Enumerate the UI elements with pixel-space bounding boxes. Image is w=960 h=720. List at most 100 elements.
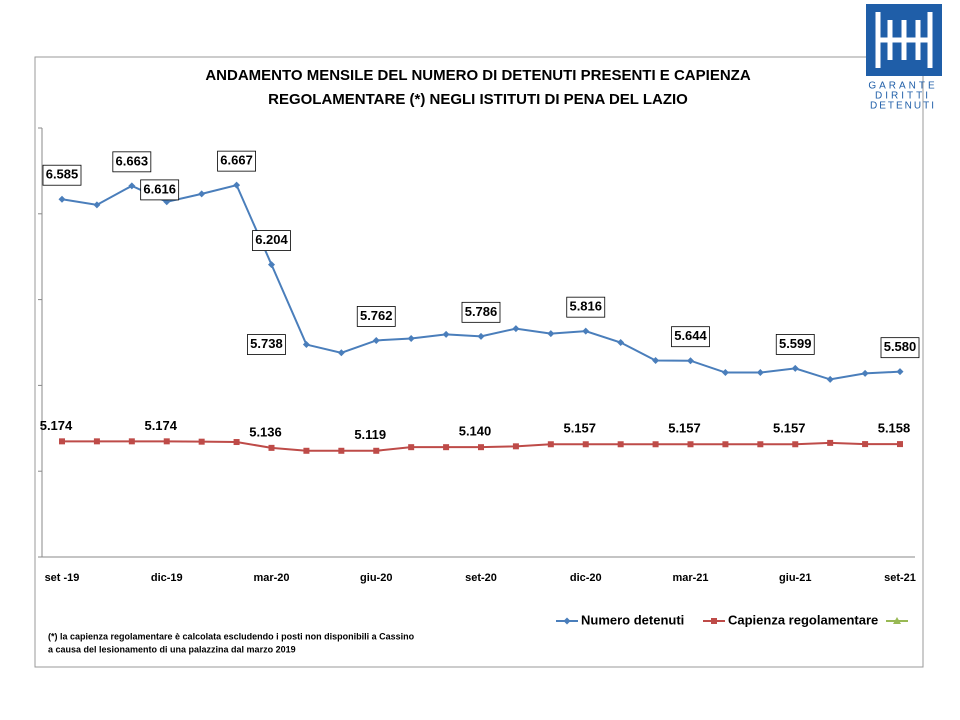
- point: [757, 441, 764, 448]
- point: [198, 438, 205, 445]
- legend-label: Numero detenuti: [581, 612, 684, 627]
- data-label: 5.644: [674, 328, 707, 343]
- point: [582, 441, 589, 448]
- point: [826, 375, 834, 383]
- label-box: [217, 150, 256, 172]
- x-tick-label: set-20: [465, 572, 497, 584]
- chart-title: ANDAMENTO MENSILE DEL NUMERO DI DETENUTI…: [205, 67, 750, 84]
- point: [58, 195, 66, 203]
- point: [687, 441, 694, 448]
- chart-title: REGOLAMENTARE (*) NEGLI ISTITUTI DI PENA…: [268, 91, 688, 108]
- data-label: 5.599: [779, 336, 812, 351]
- footnote: (*) la capienza regolamentare è calcolat…: [48, 631, 415, 641]
- point: [722, 441, 729, 448]
- legend-marker: [711, 618, 717, 624]
- point: [443, 444, 450, 451]
- data-label: 5.738: [250, 336, 283, 351]
- point: [652, 357, 660, 365]
- point: [478, 444, 484, 451]
- data-label: 5.157: [773, 421, 806, 436]
- point: [477, 332, 485, 340]
- legend-extra: [886, 617, 908, 624]
- data-label: 6.616: [143, 181, 176, 196]
- x-tick-label: dic-19: [151, 572, 183, 584]
- data-label: 5.158: [878, 421, 911, 436]
- data-label: 5.580: [884, 339, 917, 354]
- label-box: [880, 337, 920, 359]
- point: [128, 182, 136, 190]
- chart-frame: [34, 56, 924, 668]
- logo-text: GARANTE: [868, 81, 937, 92]
- data-label: 5.816: [569, 299, 602, 314]
- point: [652, 441, 659, 448]
- label-box: [461, 301, 501, 323]
- point: [687, 357, 694, 365]
- legend-marker: [893, 617, 901, 624]
- data-label: 5.174: [144, 418, 177, 433]
- point: [512, 325, 520, 333]
- legend-label: Capienza regolamentare: [728, 612, 878, 627]
- data-label: 5.157: [563, 421, 596, 436]
- point: [198, 190, 206, 198]
- point: [547, 441, 554, 448]
- x-tick-label: set -19: [45, 572, 80, 584]
- point: [268, 444, 275, 451]
- point: [791, 364, 799, 372]
- label-box: [140, 179, 180, 201]
- label-box: [671, 326, 710, 348]
- point: [617, 441, 624, 448]
- point: [897, 441, 903, 448]
- point: [827, 439, 834, 446]
- point: [547, 330, 555, 338]
- logo: GARANTE DIRITTI DETENUTI: [866, 4, 942, 112]
- x-tick-label: set-21: [884, 572, 916, 584]
- point: [268, 261, 275, 269]
- data-label: 5.174: [40, 418, 73, 433]
- label-box: [252, 230, 291, 251]
- label-box: [112, 151, 152, 173]
- point: [721, 369, 729, 377]
- point: [59, 438, 65, 445]
- point: [303, 447, 310, 454]
- point: [756, 369, 764, 377]
- label-box: [356, 306, 396, 327]
- data-label: 5.157: [668, 421, 701, 436]
- point: [163, 438, 170, 445]
- point: [408, 444, 415, 451]
- data-label: 6.667: [220, 153, 253, 168]
- logo-text: DETENUTI: [870, 101, 936, 112]
- legend-marker: [563, 617, 571, 625]
- label-box: [566, 296, 606, 318]
- point: [617, 339, 625, 346]
- data-label: 6.663: [116, 153, 149, 168]
- point: [93, 438, 100, 445]
- point: [862, 441, 869, 448]
- data-label: 5.119: [354, 427, 386, 442]
- data-label: 6.204: [255, 232, 288, 247]
- data-label: 6.585: [46, 167, 79, 182]
- point: [512, 443, 519, 450]
- point: [792, 441, 799, 448]
- point: [233, 439, 240, 446]
- point: [861, 369, 869, 377]
- point: [302, 341, 310, 349]
- label-box: [42, 164, 82, 186]
- x-tick-label: dic-20: [570, 572, 602, 584]
- logo-text: DIRITTI: [875, 91, 931, 102]
- data-label: 5.136: [249, 424, 282, 439]
- label-box: [775, 334, 815, 355]
- point: [442, 330, 450, 338]
- label-box: [247, 334, 286, 355]
- x-tick-label: giu-21: [779, 572, 811, 584]
- point: [233, 181, 241, 189]
- point: [372, 336, 380, 344]
- data-label: 5.762: [360, 308, 393, 323]
- point: [896, 368, 904, 376]
- x-tick-label: mar-21: [672, 572, 708, 584]
- data-label: 5.786: [465, 304, 498, 319]
- point: [373, 447, 380, 454]
- point: [338, 447, 345, 454]
- footnote: a causa del lesionamento di una palazzin…: [48, 644, 296, 654]
- logo-mark: [875, 12, 933, 68]
